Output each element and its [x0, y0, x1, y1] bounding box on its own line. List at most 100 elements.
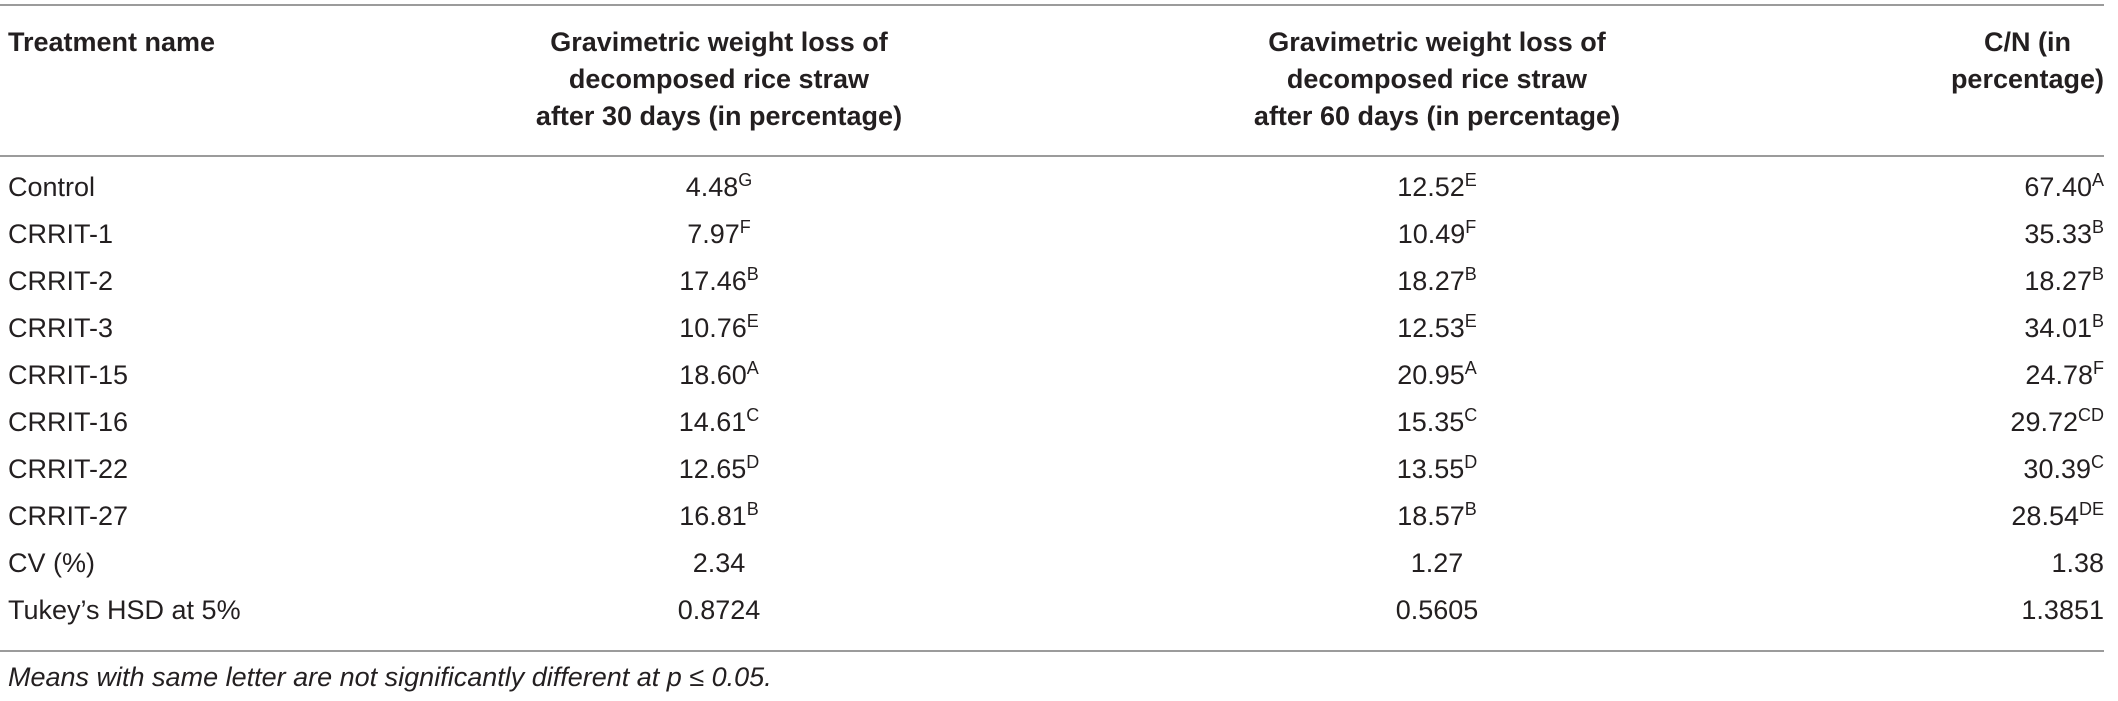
header-30-line-1: Gravimetric weight loss of: [550, 27, 888, 57]
header-30-line-3: after 30 days (in percentage): [535, 101, 903, 131]
table-row: CRRIT-2 17.46B 18.27B 18.27B: [0, 257, 2104, 304]
table-row: CRRIT-16 14.61 C 15.35C 29.72CD: [0, 398, 2104, 445]
cell-weight-loss-30-value: 12.65: [678, 453, 747, 484]
cell-cn: 1.38: [1906, 539, 2104, 586]
cell-cn-value: 28.54: [2011, 500, 2079, 531]
cell-cn-value: 30.39: [2023, 453, 2091, 484]
cell-treatment-name-value: CRRIT-2: [8, 265, 114, 296]
cell-weight-loss-60-value: 1.27: [1410, 547, 1464, 578]
cell-weight-loss-30: 12.65D: [470, 445, 968, 492]
cell-cn: 28.54DE: [1906, 492, 2104, 539]
cell-cn-significance-letter: B: [2091, 263, 2104, 284]
header-60-line-1: Gravimetric weight loss of: [1268, 27, 1606, 57]
cell-treatment-name: CV (%): [0, 539, 470, 586]
cell-weight-loss-60: 10.49F: [968, 210, 1906, 257]
cell-treatment-name-value: CRRIT-15: [8, 359, 129, 390]
cell-weight-loss-60-value: 12.53: [1397, 312, 1465, 343]
cell-cn-significance-letter: CD: [2078, 404, 2104, 425]
cell-weight-loss-30: 10.76E: [470, 304, 968, 351]
cell-weight-loss-30-significance-letter: B: [746, 263, 759, 284]
cell-weight-loss-60: 1.27: [968, 539, 1906, 586]
table-row: CRRIT-1 7.97F 10.49F 35.33B: [0, 210, 2104, 257]
cell-treatment-name-value: CRRIT-1: [8, 218, 114, 249]
cell-weight-loss-60: 12.53E: [968, 304, 1906, 351]
cell-weight-loss-30-value: 17.46: [679, 265, 747, 296]
cell-weight-loss-30-significance-letter: B: [746, 498, 759, 519]
cell-treatment-name: CRRIT-3: [0, 304, 470, 351]
cell-weight-loss-60-significance-letter: C: [1464, 404, 1478, 425]
cell-weight-loss-30-value: 14.61: [678, 406, 747, 437]
cell-treatment-name: CRRIT-1: [0, 210, 470, 257]
cell-treatment-name: Control: [0, 156, 470, 210]
cell-weight-loss-30-value: 7.97: [687, 218, 740, 249]
cell-weight-loss-60-value: 18.57: [1397, 500, 1465, 531]
table-row: Tukey’s HSD at 5% 0.8724 0.5605 1.3851: [0, 586, 2104, 637]
cell-cn-value: 67.40: [2024, 171, 2092, 202]
cell-weight-loss-30-significance-letter: E: [746, 310, 759, 331]
cell-weight-loss-30-significance-letter: G: [738, 169, 753, 190]
cell-cn-significance-letter: B: [2091, 310, 2104, 331]
cell-weight-loss-30: 7.97F: [470, 210, 968, 257]
cell-cn-significance-letter: A: [2091, 169, 2104, 190]
cell-cn-significance-letter: C: [2091, 451, 2104, 472]
cell-treatment-name-value: CV (%): [8, 547, 95, 578]
footer-rule: [0, 650, 2104, 652]
cell-weight-loss-30-value: 0.8724: [677, 594, 761, 625]
table-row: CRRIT-15 18.60A 20.95A 24.78F: [0, 351, 2104, 398]
cell-treatment-name: CRRIT-2: [0, 257, 470, 304]
cell-weight-loss-60: 0.5605: [968, 586, 1906, 637]
cell-weight-loss-30: 0.8724: [470, 586, 968, 637]
header-30-line-2: decomposed rice straw: [568, 64, 870, 94]
header-weight-loss-60-days: Gravimetric weight loss of decomposed ri…: [968, 5, 1906, 156]
table-body: Control 4.48G 12.52E 67.40A CRRIT-1 7.97F 10.4…: [0, 156, 2104, 637]
header-60-line-3: after 60 days (in percentage): [1253, 101, 1621, 131]
cell-cn: 35.33B: [1906, 210, 2104, 257]
header-cn-line-2: percentage): [1950, 64, 2104, 94]
cell-treatment-name: CRRIT-16: [0, 398, 470, 445]
cell-weight-loss-60: 13.55D: [968, 445, 1906, 492]
cell-weight-loss-60: 18.57B: [968, 492, 1906, 539]
cell-weight-loss-30-significance-letter: F: [739, 216, 751, 237]
cell-cn-value: 1.3851: [2021, 594, 2104, 625]
cell-treatment-name-value: CRRIT-3: [8, 312, 114, 343]
table-row: CRRIT-27 16.81B 18.57B 28.54DE: [0, 492, 2104, 539]
cell-cn: 29.72CD: [1906, 398, 2104, 445]
cell-weight-loss-30: 18.60A: [470, 351, 968, 398]
cell-weight-loss-60-value: 12.52: [1397, 171, 1465, 202]
cell-weight-loss-60: 15.35C: [968, 398, 1906, 445]
table-header: Treatment name Gravimetric weight loss o…: [0, 5, 2104, 156]
table-footnote: Means with same letter are not significa…: [8, 662, 772, 692]
cell-treatment-name-value: Control: [8, 171, 96, 202]
cell-cn: 24.78F: [1906, 351, 2104, 398]
cell-cn: 1.3851: [1906, 586, 2104, 637]
cell-weight-loss-60-value: 13.55: [1396, 453, 1465, 484]
cell-weight-loss-30: 2.34: [470, 539, 968, 586]
cell-weight-loss-60-value: 15.35: [1396, 406, 1465, 437]
cell-weight-loss-30: 4.48G: [470, 156, 968, 210]
cell-weight-loss-60: 12.52E: [968, 156, 1906, 210]
table-row: CRRIT-22 12.65D 13.55D 30.39C: [0, 445, 2104, 492]
table-row: CRRIT-3 10.76E 12.53E 34.01B: [0, 304, 2104, 351]
cell-treatment-name: CRRIT-15: [0, 351, 470, 398]
cell-weight-loss-60-value: 10.49: [1397, 218, 1466, 249]
cell-cn-value: 35.33: [2024, 218, 2092, 249]
cell-weight-loss-60-value: 0.5605: [1395, 594, 1479, 625]
cell-cn: 67.40A: [1906, 156, 2104, 210]
cell-weight-loss-30-value: 16.81: [679, 500, 747, 531]
table-row: Control 4.48G 12.52E 67.40A: [0, 156, 2104, 210]
data-table: Treatment name Gravimetric weight loss o…: [0, 4, 2104, 637]
cell-treatment-name-value: Tukey’s HSD at 5%: [8, 594, 241, 625]
cell-treatment-name-value: CRRIT-27: [8, 500, 129, 531]
cell-weight-loss-60-value: 20.95: [1397, 359, 1465, 390]
cell-weight-loss-30-value: 10.76: [679, 312, 747, 343]
cell-weight-loss-60-significance-letter: E: [1464, 310, 1477, 331]
cell-cn-significance-letter: F: [2093, 357, 2104, 378]
cell-cn: 18.27B: [1906, 257, 2104, 304]
cell-weight-loss-60-significance-letter: D: [1464, 451, 1478, 472]
header-treatment-name: Treatment name: [0, 5, 470, 156]
header-weight-loss-30-days: Gravimetric weight loss of decomposed ri…: [470, 5, 968, 156]
cell-weight-loss-30-value: 2.34: [692, 547, 746, 578]
cell-weight-loss-30: 17.46B: [470, 257, 968, 304]
header-treatment-name-line-1: Treatment name: [8, 27, 216, 57]
